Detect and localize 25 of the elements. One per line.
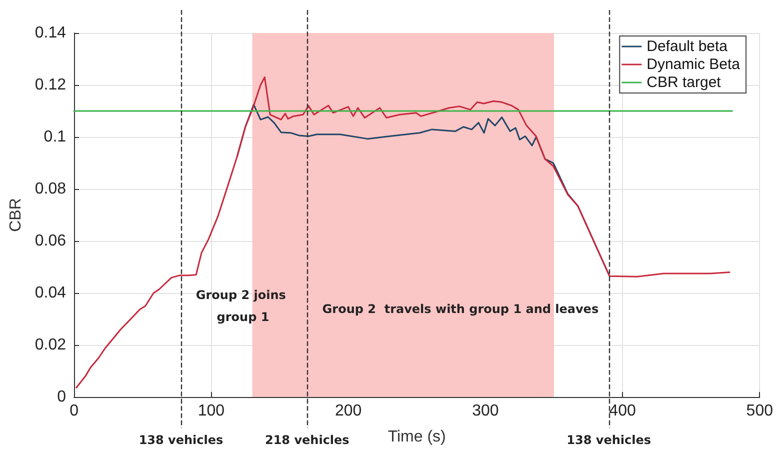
y-tick-label: 0.02 <box>34 336 66 354</box>
y-tick-label: 0.08 <box>34 180 66 198</box>
y-tick-label: 0.12 <box>34 76 66 94</box>
ref-line-label: 138 vehicles <box>138 433 224 447</box>
band-label: Group 2 travels with group 1 and leaves <box>322 302 599 316</box>
legend-label: Default beta <box>646 38 728 55</box>
line-series <box>76 76 730 388</box>
x-tick-label: 500 <box>746 402 774 420</box>
x-tick-label: 200 <box>334 402 362 420</box>
x-tick-label: 0 <box>70 402 79 420</box>
ref-line-label: 138 vehicles <box>566 433 651 447</box>
y-tick-label: 0.06 <box>34 232 66 250</box>
y-tick-label: 0.1 <box>44 128 66 146</box>
y-tick-label: 0.14 <box>34 24 66 42</box>
x-tick-label: 400 <box>609 402 636 420</box>
y-tick-label: 0 <box>57 388 66 406</box>
ref-line-label: 218 vehicles <box>264 433 350 447</box>
legend-label: CBR target <box>646 74 722 91</box>
x-tick-label: 300 <box>472 402 499 420</box>
x-tick-label: 100 <box>198 402 225 420</box>
annotation: Group 2 joins group 1 <box>196 288 290 324</box>
legend-label: Dynamic Beta <box>646 56 741 73</box>
y-axis-title: CBR <box>8 198 24 232</box>
x-axis-title: Time (s) <box>388 428 446 446</box>
y-tick-label: 0.04 <box>34 284 66 302</box>
